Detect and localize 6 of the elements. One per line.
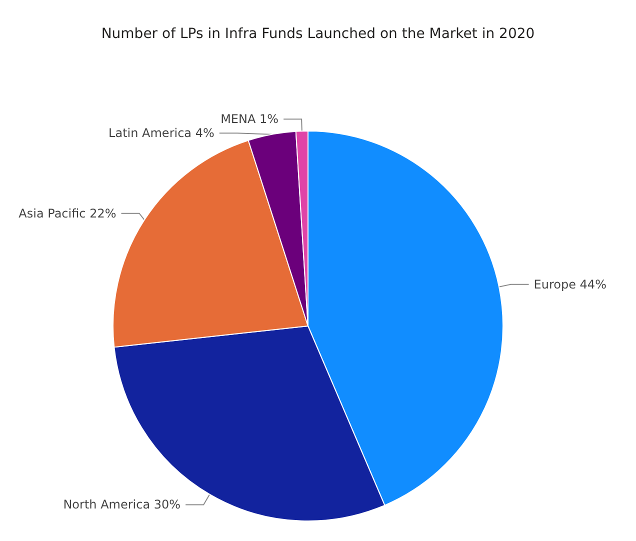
slice-label: Latin America 4% [108, 126, 214, 140]
chart-title: Number of LPs in Infra Funds Launched on the Market in 2020 [101, 26, 535, 42]
slice-label: Asia Pacific 22% [18, 206, 116, 220]
slice-label: MENA 1% [220, 112, 279, 126]
slice-label: Europe 44% [534, 277, 606, 292]
slice-label: North America 30% [63, 498, 181, 512]
